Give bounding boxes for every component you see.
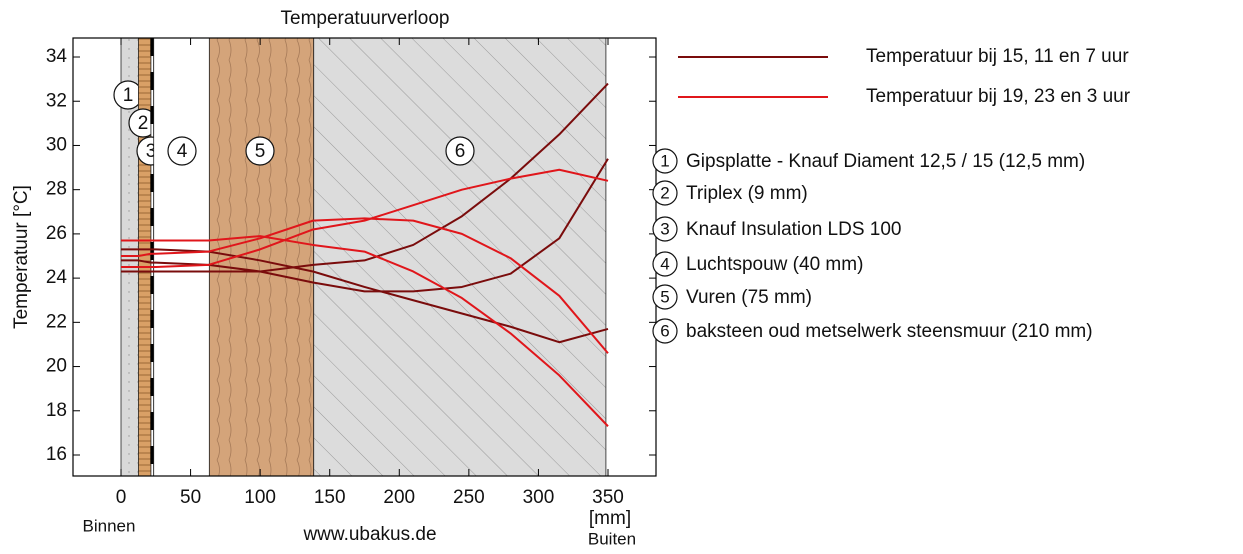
layer-band [313, 37, 607, 477]
layer-tag: 5 [255, 141, 266, 162]
x-tick-label: 300 [523, 487, 555, 508]
layer-tag: 2 [138, 113, 149, 134]
legend-layer-circle [652, 284, 678, 310]
lines [121, 82, 609, 427]
x-tick-label: 350 [592, 487, 624, 508]
legend-layer-circle [652, 180, 678, 206]
y-tick-label: 24 [46, 267, 68, 288]
legend-layer-number: 6 [660, 321, 669, 340]
layer-tag: 1 [123, 85, 134, 106]
layers: 123 4 5 6 [113, 37, 607, 477]
legend-layer-name: baksteen oud metselwerk steensmuur (210 … [686, 321, 1093, 342]
layer-tag: 6 [455, 141, 466, 162]
layer-tag-circle [445, 136, 475, 166]
y-tick-label: 26 [46, 223, 67, 244]
legend-layer-circle [652, 251, 678, 277]
legend-label: Temperatuur bij 19, 23 en 3 uur [866, 86, 1131, 107]
legend-layer-name: Triplex (9 mm) [686, 183, 808, 204]
x-tick-label: 50 [180, 487, 201, 508]
legend-layer-number: 2 [660, 183, 669, 202]
chart-title: Temperatuurverloop [281, 8, 450, 29]
layer-tag-circle [167, 136, 197, 166]
y-tick-label: 30 [46, 134, 67, 155]
y-tick-label: 16 [46, 444, 67, 465]
legend-layer-circle [652, 148, 678, 174]
y-tick-label: 22 [46, 311, 67, 332]
legend-layer-name: Luchtspouw (40 mm) [686, 254, 863, 275]
x-tick-label: 0 [116, 487, 127, 508]
x-tick-label: 100 [244, 487, 276, 508]
legend-layer-name: Gipsplatte - Knauf Diament 12,5 / 15 (12… [686, 151, 1085, 172]
layer-tag: 4 [177, 141, 188, 162]
layer-band [137, 37, 152, 477]
x-tick-label: 250 [453, 487, 485, 508]
x-axis-label: [mm] [589, 508, 631, 529]
legend-layer-number: 4 [660, 254, 669, 273]
temperature-line [121, 248, 609, 344]
y-tick-label: 28 [46, 179, 67, 200]
temperature-line [121, 235, 609, 427]
x-tick-label: 150 [314, 487, 346, 508]
temperature-line [121, 158, 609, 293]
temperature-line [121, 217, 609, 354]
legend-layer-name: Knauf Insulation LDS 100 [686, 219, 902, 240]
legend-layer-number: 5 [660, 287, 669, 306]
layer-band [208, 37, 315, 477]
layer-tag: 3 [146, 141, 157, 162]
y-tick-label: 32 [46, 90, 67, 111]
legend-layer-name: Vuren (75 mm) [686, 287, 812, 308]
temperature-line [121, 168, 609, 269]
outside-label: Buiten [588, 529, 636, 548]
source: www.ubakus.de [302, 524, 436, 545]
axes: 0 50 100 150 200 250 300 3501618202224262830323… [46, 37, 657, 508]
layer-band [153, 37, 210, 477]
legend-layer-circle [652, 216, 678, 242]
y-tick-label: 20 [46, 356, 67, 377]
layer-tag-circle [245, 136, 275, 166]
legend-label: Temperatuur bij 15, 11 en 7 uur [866, 46, 1129, 67]
inside-label: Binnen [83, 516, 136, 535]
y-axis-label: Temperatuur [°C] [11, 185, 32, 329]
legend-layer-number: 1 [660, 151, 669, 170]
x-tick-label: 200 [383, 487, 415, 508]
legend-layer-circle [652, 318, 678, 344]
y-tick-label: 34 [46, 46, 68, 67]
legend-layer-number: 3 [660, 219, 669, 238]
y-tick-label: 18 [46, 400, 67, 421]
legend: 1 Gipsplatte - Knauf Diament 12,5 / 15 (1… [652, 46, 1131, 344]
